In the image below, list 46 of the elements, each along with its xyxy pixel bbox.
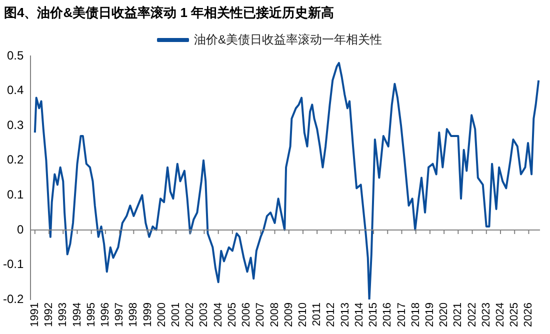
x-tick-label: 2009 xyxy=(282,302,295,328)
legend-label: 油价&美债日收益率滚动一年相关性 xyxy=(194,32,382,46)
x-tick-label: 2005 xyxy=(226,302,238,328)
x-tick-label: 1995 xyxy=(85,302,98,328)
x-tick-label: 1991 xyxy=(28,302,41,328)
x-tick-label: 1999 xyxy=(142,302,154,328)
x-tick-label: 1994 xyxy=(71,302,84,328)
x-tick-label: 2011 xyxy=(311,302,324,326)
x-tick-label: 2010 xyxy=(297,302,310,328)
x-tick-label: 1996 xyxy=(99,302,112,328)
x-tick-label: 2017 xyxy=(396,302,408,328)
x-tick-label: 2007 xyxy=(254,302,267,328)
x-tick-label: 2021 xyxy=(452,302,464,328)
x-tick-label: 2006 xyxy=(240,302,253,328)
x-tick-label: 2004 xyxy=(212,302,224,328)
x-tick-label: 2019 xyxy=(424,302,436,328)
x-tick-label: 1992 xyxy=(43,302,56,328)
chart-title: 图4、油价&美债日收益率滚动 1 年相关性已接近历史新高 xyxy=(3,4,336,22)
x-tick-label: 1997 xyxy=(114,302,126,328)
x-tick-label: 1998 xyxy=(128,302,140,328)
y-tick-label: -0.2 xyxy=(2,292,24,306)
x-tick-label: 2001 xyxy=(170,302,182,328)
x-tick-label: 2022 xyxy=(466,302,478,328)
x-tick-label: 2025 xyxy=(508,302,521,328)
y-tick-label: 0.3 xyxy=(6,118,24,132)
x-tick-label: 2020 xyxy=(438,302,450,328)
x-tick-label: 2015 xyxy=(368,302,380,328)
y-tick-label: 0.2 xyxy=(6,152,24,167)
x-tick-label: 2026 xyxy=(522,302,535,328)
x-tick-label: 2024 xyxy=(494,302,507,328)
x-tick-label: 2002 xyxy=(184,302,196,328)
x-tick-label: 2012 xyxy=(325,302,338,328)
x-tick-label: 2016 xyxy=(382,302,394,328)
y-tick-label: 0.1 xyxy=(6,187,24,202)
x-tick-label: 2018 xyxy=(410,302,422,328)
x-tick-label: 2014 xyxy=(353,302,366,328)
y-tick-label: 0.5 xyxy=(6,48,24,62)
x-tick-label: 2013 xyxy=(339,302,352,328)
y-tick-label: -0.1 xyxy=(2,257,24,272)
x-tick-label: 2000 xyxy=(156,302,168,328)
x-tick-label: 2003 xyxy=(198,302,210,328)
y-tick-label: 0 xyxy=(16,222,24,236)
x-tick-label: 2023 xyxy=(480,302,492,328)
x-tick-label: 1993 xyxy=(57,302,70,328)
y-tick-label: 0.4 xyxy=(6,83,24,98)
x-tick-label: 2008 xyxy=(268,302,281,328)
